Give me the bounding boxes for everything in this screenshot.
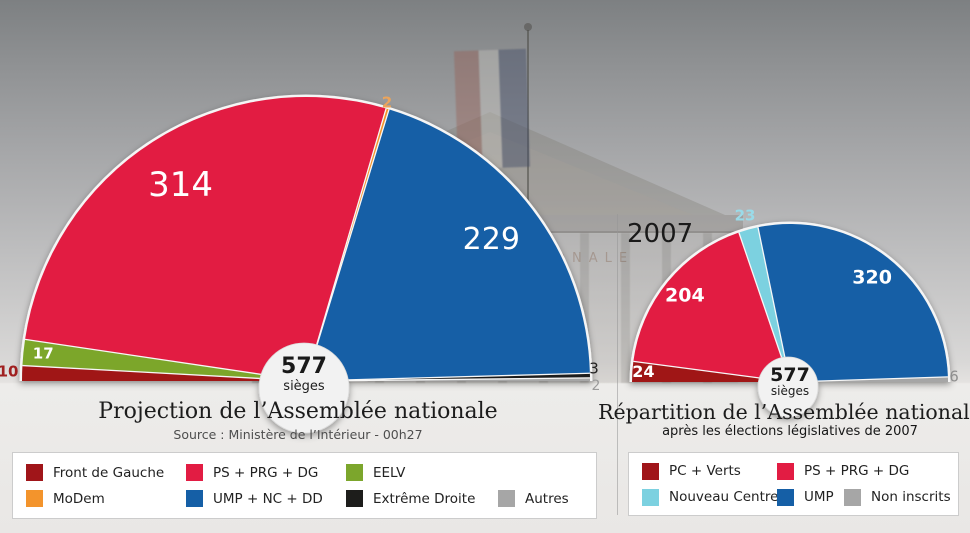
- segment-separator: [305, 108, 387, 382]
- segment-value-ump: 320: [852, 266, 892, 289]
- roof-pedestal: [508, 259, 548, 285]
- segment-separator: [305, 377, 590, 382]
- chart-segment-modem: [306, 108, 390, 381]
- right-chart-title: Répartition de l’Assemblée nationale: [598, 400, 970, 424]
- legend-item-label: Autres: [525, 490, 569, 507]
- legend-item-label: PC + Verts: [669, 463, 741, 479]
- legend-item-label: UMP + NC + DD: [213, 490, 323, 507]
- legend-swatch: [346, 490, 363, 507]
- legend-item-nouveau-centre: Nouveau Centre: [642, 488, 779, 506]
- legend-item-label: Nouveau Centre: [669, 489, 779, 505]
- chart-segment-extr-me-droite: [306, 373, 590, 381]
- segment-value-extr-me-droite: 3: [589, 359, 599, 378]
- legend-item-autres: Autres: [498, 490, 596, 507]
- legend-item-label: EELV: [373, 464, 406, 481]
- chart-segment-non-inscrits: [790, 376, 948, 382]
- flag-pole-finial: [524, 23, 532, 31]
- segment-value-ps-prg-dg: 314: [148, 164, 213, 205]
- segment-value-ps-prg-dg: 204: [665, 284, 705, 307]
- segment-separator: [738, 232, 791, 383]
- segment-value-modem: 2: [381, 93, 393, 112]
- chart-segment-ump-nc-dd: [306, 109, 590, 382]
- legend-swatch: [642, 462, 659, 480]
- legend-swatch: [844, 488, 861, 506]
- left-total-seats-unit: sièges: [283, 379, 325, 394]
- legend-item-label: MoDem: [53, 490, 105, 507]
- chart-rim: [19, 94, 593, 381]
- segment-value-nouveau-centre: 23: [734, 206, 756, 225]
- legend-item-modem: MoDem: [26, 490, 186, 507]
- legend-left: Front de Gauche PS + PRG + DG EELV MoDem UMP…: [12, 452, 597, 519]
- chart-segment-ps-prg-dg: [633, 232, 790, 382]
- legend-item-label: Extrême Droite: [373, 490, 476, 507]
- segment-value-eelv: 17: [32, 344, 54, 363]
- legend-item-extr-me-droite: Extrême Droite: [346, 490, 498, 507]
- legend-swatch: [642, 488, 659, 506]
- chart-segment-nouveau-centre: [738, 227, 790, 382]
- chart-segment-ps-prg-dg: [25, 97, 387, 382]
- legend-swatch: [26, 464, 43, 481]
- legend-item-label: PS + PRG + DG: [804, 463, 910, 479]
- segment-value-ump-nc-dd: 229: [462, 221, 520, 257]
- chart-segment-pc-verts: [632, 361, 790, 382]
- legend-item-ps-prg-dg: PS + PRG + DG: [186, 464, 346, 481]
- chart-segment-autres: [306, 377, 590, 381]
- segment-separator: [22, 364, 307, 382]
- legend-item-ump-nc-dd: UMP + NC + DD: [186, 490, 346, 507]
- legend-item-label: UMP: [804, 489, 834, 505]
- legend-swatch: [186, 490, 203, 507]
- segment-separator: [633, 360, 791, 383]
- year-label: 2007: [627, 219, 694, 249]
- segment-separator: [789, 376, 948, 383]
- right-total-seats-unit: sièges: [770, 384, 810, 398]
- left-chart-source: Source : Ministère de l’Intérieur - 00h2…: [173, 427, 423, 442]
- french-flag: [453, 48, 531, 170]
- segment-separator: [24, 338, 307, 382]
- legend-swatch: [777, 488, 794, 506]
- legend-right: PC + Verts PS + PRG + DG Nouveau Centre UMP…: [628, 452, 959, 516]
- roof-pedestal-top: [518, 245, 538, 261]
- building-pediment-relief: [287, 132, 693, 215]
- legend-item-label: PS + PRG + DG: [213, 464, 319, 481]
- legend-swatch: [346, 464, 363, 481]
- right-chart-subtitle: après les élections législatives de 2007: [662, 424, 918, 439]
- section-divider: [617, 214, 618, 515]
- left-chart-title: Projection de l’Assemblée nationale: [98, 399, 498, 424]
- segment-separator: [305, 372, 590, 382]
- right-total-seats: 577: [770, 364, 810, 386]
- legend-swatch: [186, 464, 203, 481]
- legend-swatch: [777, 462, 794, 480]
- legend-item-pc-verts: PC + Verts: [642, 462, 777, 480]
- legend-item-ump: UMP: [777, 488, 844, 506]
- segment-separator: [305, 109, 390, 382]
- legend-item-label: Front de Gauche: [53, 464, 165, 481]
- segment-value-front-de-gauche: 10: [0, 362, 19, 381]
- legend-item-eelv: EELV: [346, 464, 498, 481]
- legend-item-ps-prg-dg: PS + PRG + DG: [777, 462, 909, 480]
- segment-value-autres: 2: [591, 378, 601, 394]
- left-total-seats: 577: [281, 354, 327, 379]
- segment-value-non-inscrits: 6: [949, 367, 959, 386]
- chart-segment-ump: [757, 223, 948, 382]
- legend-swatch: [498, 490, 515, 507]
- chart-segment-eelv: [22, 339, 307, 381]
- chart-segment-front-de-gauche: [22, 365, 306, 381]
- building-frieze-text: ASSEMBLÉE NATIONALE: [345, 251, 635, 266]
- legend-item-non-inscrits: Non inscrits: [844, 488, 958, 506]
- legend-item-front-de-gauche: Front de Gauche: [26, 464, 186, 481]
- building-pediment: [255, 112, 725, 215]
- legend-item-label: Non inscrits: [871, 489, 951, 505]
- segment-separator: [757, 227, 791, 383]
- legend-swatch: [26, 490, 43, 507]
- segment-value-pc-verts: 24: [632, 362, 655, 382]
- flag-pole: [527, 30, 529, 276]
